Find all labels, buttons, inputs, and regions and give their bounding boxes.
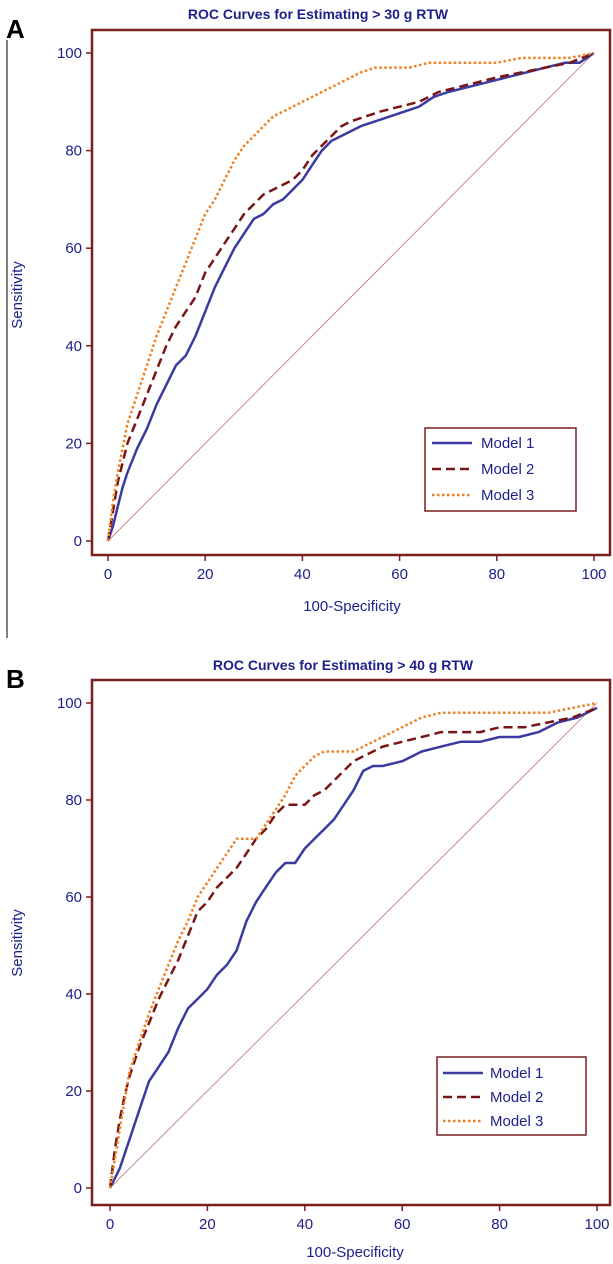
chart-a-ytick-label: 40 [65,338,82,355]
chart-a-reference-diagonal [107,52,595,542]
chart-b-legend-label-3: Model 3 [490,1113,543,1130]
chart-a-xtick-label: 0 [104,566,112,583]
chart-b-title: ROC Curves for Estimating > 40 g RTW [213,657,474,673]
chart-a-series-model-3 [106,51,595,542]
chart-b-xtick-label: 100 [584,1216,609,1233]
chart-b-ytick-label: 0 [74,1180,82,1197]
chart-b-xtick-label: 20 [199,1216,216,1233]
chart-a-plot [106,51,595,542]
chart-a-ylabel: Sensitivity [9,261,26,329]
panel-b: B ROC Curves for Estimating > 40 g RTW 0… [6,657,612,1261]
panel-a-letter: A [6,14,25,44]
chart-a-xtick-label: 80 [488,566,505,583]
chart-b-reference-diagonal [109,702,598,1189]
chart-a-xtick-label: 100 [581,566,606,583]
chart-b-legend: Model 1 Model 2 Model 3 [436,1056,587,1136]
chart-a-ytick-label: 20 [65,435,82,452]
chart-a-legend-label-1: Model 1 [481,435,534,452]
chart-b-legend-label-2: Model 2 [490,1089,543,1106]
chart-a-xtick-label: 20 [197,566,214,583]
chart-b-series-model-3 [108,701,598,1189]
chart-a-ytick-label: 0 [74,533,82,550]
chart-a-xlabel: 100-Specificity [303,598,401,615]
chart-b-xtick-label: 60 [394,1216,411,1233]
chart-b-ytick-label: 40 [65,986,82,1003]
chart-b-legend-label-1: Model 1 [490,1065,543,1082]
chart-a-legend-label-3: Model 3 [481,487,534,504]
chart-b-ytick-label: 60 [65,889,82,906]
chart-a-legend: Model 1 Model 2 Model 3 [424,427,577,512]
panel-b-letter: B [6,664,25,694]
chart-b-series-model-2 [108,706,598,1189]
chart-a-series-model-2 [106,51,595,542]
chart-b-ytick-label: 80 [65,792,82,809]
chart-a-ytick-label: 100 [57,45,82,62]
chart-a-ytick-label: 80 [65,143,82,160]
chart-b-plot [108,701,598,1189]
chart-b-xlabel: 100-Specificity [306,1244,404,1261]
chart-a-legend-label-2: Model 2 [481,461,534,478]
chart-b-xtick-label: 0 [106,1216,114,1233]
chart-a-xtick-label: 40 [294,566,311,583]
chart-b-xtick-label: 40 [296,1216,313,1233]
panel-a: A ROC Curves for Estimating > 30 g RTW 0… [6,6,612,638]
chart-a-title: ROC Curves for Estimating > 30 g RTW [188,6,449,22]
chart-b-ytick-label: 20 [65,1083,82,1100]
chart-a-ytick-label: 60 [65,240,82,257]
chart-a-xtick-label: 60 [391,566,408,583]
chart-a-series-model-1 [106,51,595,542]
chart-b-xtick-label: 80 [491,1216,508,1233]
chart-b-ylabel: Sensitivity [9,909,26,977]
chart-b-ytick-label: 100 [57,695,82,712]
chart-b-xticks: 0 20 40 60 80 100 [106,1205,610,1233]
chart-a-yticks: 0 20 40 60 80 100 [57,45,92,550]
chart-b-series-model-1 [108,706,598,1189]
chart-a-xticks: 0 20 40 60 80 100 [104,555,607,583]
chart-b-yticks: 0 20 40 60 80 100 [57,695,92,1197]
